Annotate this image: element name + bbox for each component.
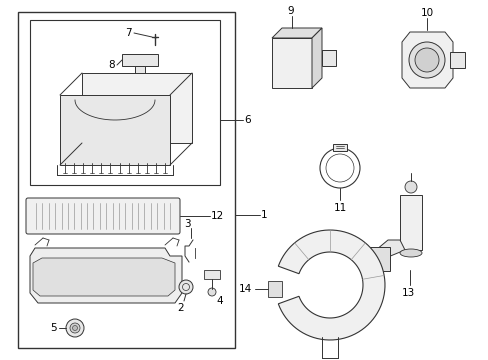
Bar xyxy=(122,54,158,66)
Polygon shape xyxy=(271,28,321,38)
Text: 10: 10 xyxy=(420,8,433,18)
Text: 14: 14 xyxy=(239,284,252,294)
Bar xyxy=(60,95,170,165)
Polygon shape xyxy=(401,32,452,88)
Text: 2: 2 xyxy=(177,303,184,313)
Bar xyxy=(332,144,346,151)
Polygon shape xyxy=(369,240,404,270)
Polygon shape xyxy=(30,248,182,303)
Circle shape xyxy=(408,42,444,78)
Bar xyxy=(135,66,145,84)
Polygon shape xyxy=(33,258,175,296)
Polygon shape xyxy=(399,195,421,250)
Bar xyxy=(271,38,311,88)
Circle shape xyxy=(179,280,193,294)
Text: 3: 3 xyxy=(183,219,190,229)
Text: 9: 9 xyxy=(286,6,293,16)
Bar xyxy=(18,12,235,348)
Circle shape xyxy=(207,288,216,296)
Bar xyxy=(449,52,464,68)
Bar xyxy=(203,270,220,279)
Text: 4: 4 xyxy=(216,296,222,306)
Bar xyxy=(82,73,192,143)
Bar xyxy=(369,247,389,271)
Text: 8: 8 xyxy=(108,60,114,70)
Text: 13: 13 xyxy=(401,288,414,298)
Circle shape xyxy=(414,48,438,72)
Text: 7: 7 xyxy=(125,28,131,38)
Circle shape xyxy=(70,323,80,333)
Circle shape xyxy=(404,181,416,193)
Polygon shape xyxy=(311,28,321,88)
Circle shape xyxy=(66,319,84,337)
Polygon shape xyxy=(278,230,384,340)
FancyBboxPatch shape xyxy=(26,198,180,234)
Bar xyxy=(30,20,220,185)
Text: 1: 1 xyxy=(261,210,267,220)
Bar xyxy=(321,50,335,66)
Circle shape xyxy=(136,76,143,84)
Text: 5: 5 xyxy=(50,323,57,333)
Text: 11: 11 xyxy=(333,203,346,213)
Ellipse shape xyxy=(399,249,421,257)
Circle shape xyxy=(72,325,77,330)
Bar xyxy=(267,282,282,297)
Text: 12: 12 xyxy=(210,211,224,221)
Text: 6: 6 xyxy=(244,115,250,125)
